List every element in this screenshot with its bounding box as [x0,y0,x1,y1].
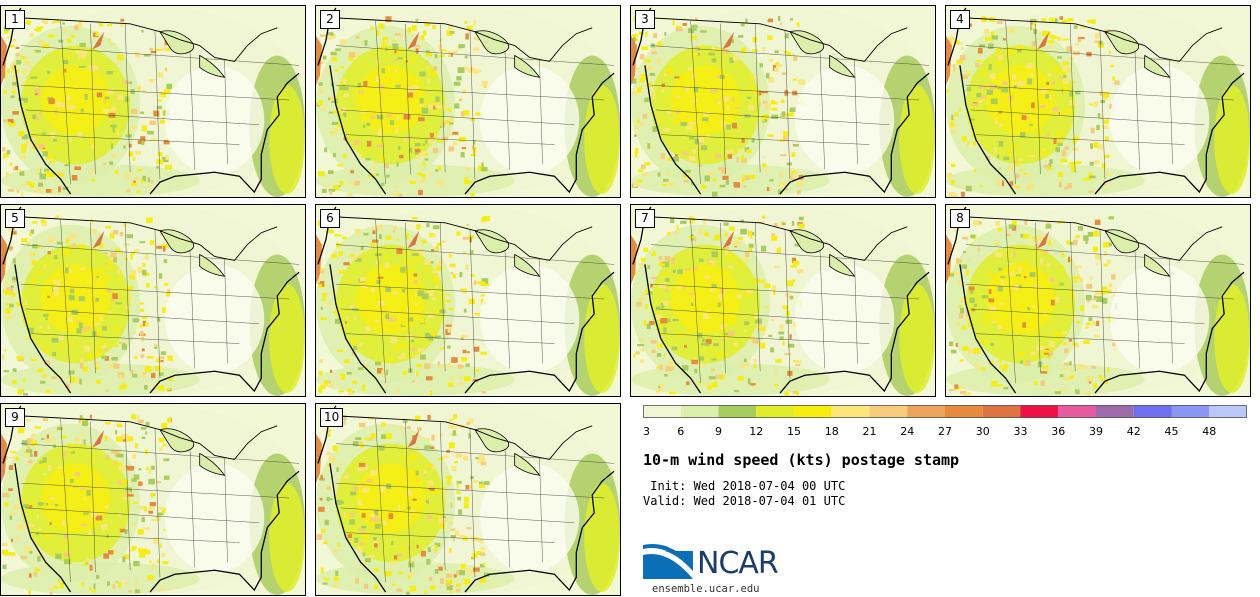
colorbar-swatch [1020,405,1059,418]
colorbar-swatch [1209,405,1247,418]
colorbar-swatch [1096,405,1134,418]
colorbar-tick-label: 36 [1051,425,1065,438]
member-number-label: 10 [320,408,344,427]
colorbar-tick-label: 48 [1202,425,1216,438]
colorbar-swatch [982,405,1021,418]
colorbar-swatch [756,405,794,418]
ensemble-member-panel: 10 [315,403,621,596]
member-number-label: 7 [635,209,655,228]
ensemble-member-panel: 1 [0,5,306,198]
colorbar-swatch [643,405,681,418]
wind-speed-map [316,205,620,396]
member-number-label: 4 [950,10,970,29]
figure-title: 10-m wind speed (kts) postage stamp [643,451,960,469]
valid-time: Valid: Wed 2018-07-04 01 UTC [643,494,846,508]
wind-speed-map [1,205,305,396]
colorbar-tick-label: 45 [1165,425,1179,438]
colorbar-tick-label: 3 [643,425,650,438]
colorbar-tick-label: 18 [825,425,839,438]
wind-speed-map [631,6,935,197]
colorbar-tick-label: 6 [677,425,684,438]
colorbar-tick-label: 21 [863,425,877,438]
colorbar-tick-label: 27 [938,425,952,438]
ncar-logo [643,543,693,579]
colorbar-tick-label: 33 [1014,425,1028,438]
member-number-label: 6 [320,209,340,228]
colorbar-swatch [1058,405,1096,418]
wind-speed-map [316,404,620,595]
wind-speed-map [946,6,1250,197]
member-number-label: 9 [5,408,25,427]
ensemble-member-panel: 8 [945,204,1251,397]
colorbar-tick-label: 9 [715,425,722,438]
ensemble-member-panel: 4 [945,5,1251,198]
member-number-label: 5 [5,209,25,228]
member-number-label: 3 [635,10,655,29]
wind-speed-map [1,404,305,595]
colorbar-swatch [907,405,945,418]
colorbar-tick-label: 42 [1127,425,1141,438]
colorbar-tick-label: 39 [1089,425,1103,438]
colorbar-swatch [794,405,832,418]
colorbar-tick-label: 15 [787,425,801,438]
colorbar-swatch [831,405,870,418]
colorbar-swatch [869,405,908,418]
ensemble-member-panel: 7 [630,204,936,397]
colorbar-tick-label: 24 [900,425,914,438]
colorbar-tick-label: 12 [749,425,763,438]
site-url: ensemble.ucar.edu [652,583,760,595]
ncar-logo-text: NCAR [697,546,779,581]
colorbar-swatch [1171,405,1210,418]
ensemble-member-panel: 9 [0,403,306,596]
colorbar-tick-label: 30 [976,425,990,438]
ensemble-member-panel: 6 [315,204,621,397]
wind-speed-map [1,6,305,197]
colorbar-swatch [945,405,983,418]
init-time: Init: Wed 2018-07-04 00 UTC [643,479,846,493]
wind-speed-map [946,205,1250,396]
wind-speed-map [631,205,935,396]
colorbar-outline [643,405,1247,418]
member-number-label: 1 [5,10,25,29]
wind-speed-colorbar: 3 6 9 12 15 18 21 24 27 30 33 36 39 42 45 48 [643,405,1247,438]
colorbar-swatch [1133,405,1172,418]
member-number-label: 8 [950,209,970,228]
member-number-label: 2 [320,10,340,29]
wind-speed-map [316,6,620,197]
ensemble-member-panel: 2 [315,5,621,198]
ensemble-member-panel: 3 [630,5,936,198]
colorbar-swatch [718,405,757,418]
ensemble-member-panel: 5 [0,204,306,397]
colorbar-swatch [680,405,719,418]
